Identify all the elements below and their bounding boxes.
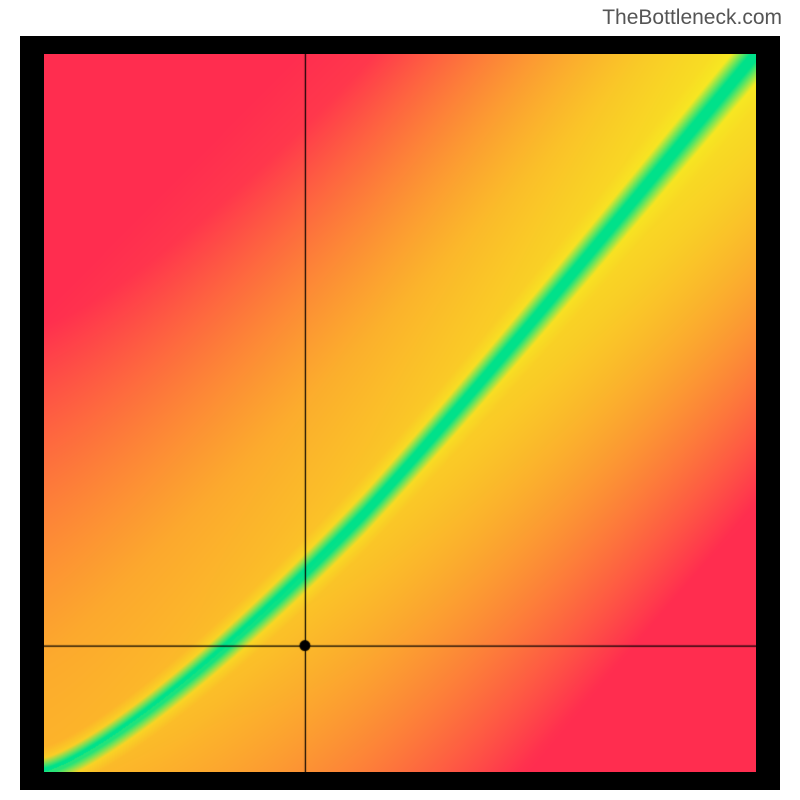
plot-area — [44, 54, 756, 772]
attribution-text: TheBottleneck.com — [602, 6, 782, 30]
heatmap-canvas — [44, 54, 756, 772]
chart-frame — [20, 36, 780, 790]
